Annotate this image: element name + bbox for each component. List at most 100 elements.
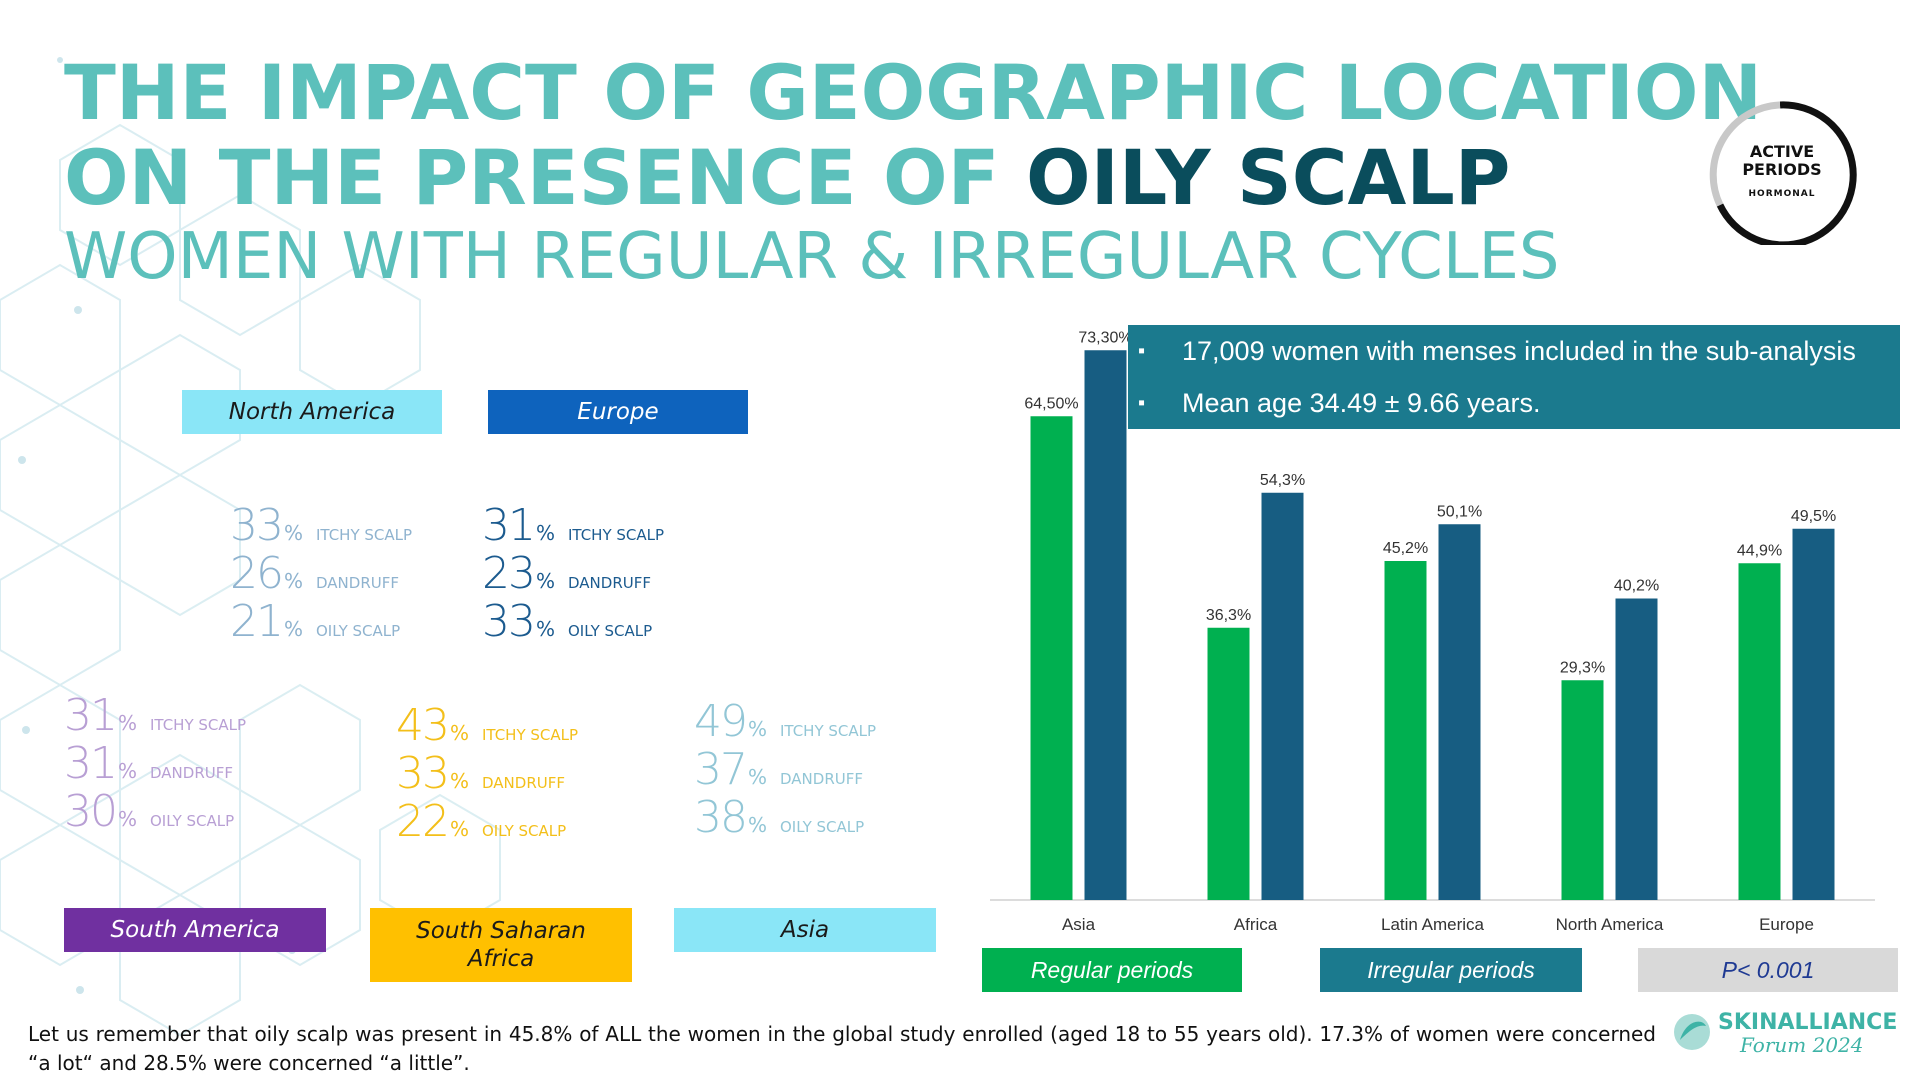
stat-value: 33 xyxy=(230,500,284,551)
page-title: THE IMPACT OF GEOGRAPHIC LOCATION xyxy=(64,55,1762,131)
stat-row: 22% OILY SCALP xyxy=(396,796,578,847)
stat-row: 33% DANDRUFF xyxy=(396,748,578,799)
stat-value: 31 xyxy=(482,500,536,551)
region-label-asia: Asia xyxy=(674,908,936,952)
stat-unit: % xyxy=(450,721,470,745)
stat-value: 38 xyxy=(694,792,748,843)
bar-data-label: 49,5% xyxy=(1791,508,1836,525)
bar-data-label: 36,3% xyxy=(1206,607,1251,624)
stats-south-saharan-africa: 43% ITCHY SCALP 33% DANDRUFF 22% OILY SCALP xyxy=(396,700,579,847)
stat-label: ITCHY SCALP xyxy=(568,526,665,544)
stat-label: DANDRUFF xyxy=(482,774,565,792)
stat-unit: % xyxy=(748,813,768,837)
footer-note: Let us remember that oily scalp was pres… xyxy=(28,1022,1656,1075)
logo-name: SKINALLIANCE xyxy=(1718,1010,1898,1035)
region-label-north-america: North America xyxy=(182,390,442,434)
stat-value: 21 xyxy=(230,596,284,647)
x-tick-label: Latin America xyxy=(1381,915,1485,934)
bar-irregular-latin-america xyxy=(1438,524,1481,900)
p-value-box: P< 0.001 xyxy=(1638,948,1898,992)
bar-data-label: 50,1% xyxy=(1437,503,1482,520)
stat-unit: % xyxy=(118,807,138,831)
region-label-europe: Europe xyxy=(488,390,748,434)
stat-unit: % xyxy=(284,569,304,593)
stat-row: 33% OILY SCALP xyxy=(482,596,664,647)
x-tick-label: North America xyxy=(1556,915,1664,934)
stat-label: OILY SCALP xyxy=(150,812,235,830)
stat-value: 23 xyxy=(482,548,536,599)
stat-value: 43 xyxy=(396,700,450,751)
bar-regular-africa xyxy=(1207,627,1250,900)
region-label-south-america: South America xyxy=(64,908,326,952)
x-tick-label: Europe xyxy=(1759,915,1814,934)
legend-irregular-periods: Irregular periods xyxy=(1320,948,1582,992)
stat-row: 31% ITCHY SCALP xyxy=(482,500,665,551)
badge-line-1: ACTIVE xyxy=(1749,142,1815,161)
bar-data-label: 64,50% xyxy=(1024,395,1078,412)
stat-unit: % xyxy=(536,569,556,593)
stat-unit: % xyxy=(536,617,556,641)
stat-unit: % xyxy=(450,769,470,793)
badge-line-2: PERIODS xyxy=(1742,160,1822,179)
info-box: ▪ 17,009 women with menses included in t… xyxy=(1128,325,1900,429)
stat-unit: % xyxy=(748,717,768,741)
stat-label: OILY SCALP xyxy=(482,822,567,840)
stats-south-america: 31% ITCHY SCALP 31% DANDRUFF 30% OILY SCALP xyxy=(64,690,247,837)
bar-data-label: 40,2% xyxy=(1614,578,1659,595)
stat-label: ITCHY SCALP xyxy=(150,716,247,734)
stat-value: 31 xyxy=(64,738,118,789)
title-line-2-highlight: OILY SCALP xyxy=(1026,133,1511,222)
title-line-1: THE IMPACT OF GEOGRAPHIC LOCATION xyxy=(64,48,1763,137)
stat-label: DANDRUFF xyxy=(568,574,651,592)
stat-value: 22 xyxy=(396,796,450,847)
stat-row: 49% ITCHY SCALP xyxy=(694,696,877,747)
stats-north-america: 33% ITCHY SCALP 26% DANDRUFF 21% OILY SCALP xyxy=(230,500,413,647)
stat-unit: % xyxy=(748,765,768,789)
stat-label: ITCHY SCALP xyxy=(482,726,579,744)
bullet-icon: ▪ xyxy=(1138,339,1146,362)
stat-row: 37% DANDRUFF xyxy=(694,744,876,795)
bar-data-label: 44,9% xyxy=(1737,542,1782,559)
stat-row: 21% OILY SCALP xyxy=(230,596,412,647)
bar-irregular-north-america xyxy=(1615,598,1658,900)
bar-regular-asia xyxy=(1030,416,1073,900)
x-tick-label: Asia xyxy=(1062,915,1096,934)
stat-value: 37 xyxy=(694,744,748,795)
info-line-1: 17,009 women with menses included in the… xyxy=(1182,335,1856,366)
stat-unit: % xyxy=(118,711,138,735)
stat-label: DANDRUFF xyxy=(316,574,399,592)
bar-data-label: 45,2% xyxy=(1383,540,1428,557)
stats-asia: 49% ITCHY SCALP 37% DANDRUFF 38% OILY SCALP xyxy=(694,696,877,843)
bar-irregular-asia xyxy=(1084,350,1127,900)
stat-row: 31% ITCHY SCALP xyxy=(64,690,247,741)
logo-subtitle: Forum 2024 xyxy=(1740,1033,1864,1057)
stat-label: OILY SCALP xyxy=(568,622,653,640)
stat-unit: % xyxy=(536,521,556,545)
stats-europe: 31% ITCHY SCALP 23% DANDRUFF 33% OILY SCALP xyxy=(482,500,665,647)
stat-label: ITCHY SCALP xyxy=(780,722,877,740)
x-tick-label: Africa xyxy=(1234,915,1278,934)
bar-regular-latin-america xyxy=(1384,561,1427,900)
stat-row: 38% OILY SCALP xyxy=(694,792,876,843)
stat-row: 43% ITCHY SCALP xyxy=(396,700,579,751)
title-line-2-part-a: ON THE PRESENCE OF xyxy=(64,133,1027,222)
stat-row: 26% DANDRUFF xyxy=(230,548,412,599)
stat-value: 31 xyxy=(64,690,118,741)
stat-label: DANDRUFF xyxy=(780,770,863,788)
stat-label: OILY SCALP xyxy=(316,622,401,640)
region-label-south-saharan-africa: South Saharan Africa xyxy=(370,908,632,982)
bullet-icon: ▪ xyxy=(1138,391,1146,414)
page-title-line-2: ON THE PRESENCE OF OILY SCALP xyxy=(64,140,1510,216)
stat-value: 33 xyxy=(482,596,536,647)
bar-data-label: 29,3% xyxy=(1560,659,1605,676)
stat-label: ITCHY SCALP xyxy=(316,526,413,544)
bar-regular-europe xyxy=(1738,563,1781,900)
badge-line-3: HORMONAL xyxy=(1748,189,1816,199)
stat-unit: % xyxy=(284,617,304,641)
stat-value: 30 xyxy=(64,786,118,837)
stat-value: 26 xyxy=(230,548,284,599)
stat-row: 30% OILY SCALP xyxy=(64,786,246,837)
bar-regular-north-america xyxy=(1561,680,1604,900)
stat-label: DANDRUFF xyxy=(150,764,233,782)
stat-unit: % xyxy=(118,759,138,783)
